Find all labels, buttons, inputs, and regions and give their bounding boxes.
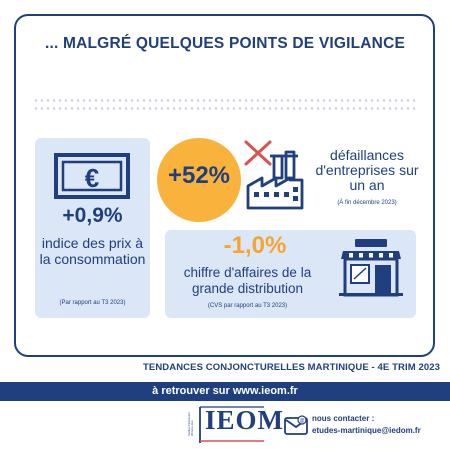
dotted-divider-top	[34, 99, 416, 102]
prix-note: (Par rapport au T3 2023)	[59, 300, 126, 306]
crossed-factory-icon	[244, 140, 304, 210]
chiffre-affaires-note: (CVS par rapport au T3 2023)	[207, 303, 288, 309]
band-prefix: à retrouver sur	[152, 385, 233, 397]
chiffre-affaires-label: chiffre d'affaires de la grande distribu…	[183, 265, 312, 296]
defaillances-label: défaillances d'entreprises sur un an	[315, 147, 419, 193]
defaillances-circle	[157, 138, 241, 222]
contact-label: nous contacter :	[312, 414, 375, 423]
prix-label: indice des prix à la consommation	[39, 235, 146, 267]
defaillances-note: (À fin décembre 2023)	[337, 200, 397, 206]
prix-value: +0,9%	[62, 204, 123, 227]
site-band: à retrouver sur www.ieom.fr	[0, 382, 450, 401]
page-title: ... MALGRÉ QUELQUES POINTS DE VIGILANCE	[44, 35, 406, 52]
ieom-logo-icon	[199, 406, 264, 443]
svg-text:€: €	[85, 163, 99, 193]
envelope-icon: @	[284, 415, 308, 435]
ieom-logo-text: IEOM	[205, 405, 285, 435]
defaillances-value: +52%	[167, 162, 231, 189]
store-front-icon	[339, 239, 403, 297]
euro-banknote-icon: €	[54, 153, 130, 199]
svg-text:@: @	[299, 418, 304, 424]
logo-subtitle: Institut d'émission d'Outre-mer	[187, 412, 195, 436]
ieom-website-link[interactable]: www.ieom.fr	[232, 385, 298, 397]
contact-email-link[interactable]: etudes-martinique@iedom.fr	[312, 426, 421, 435]
tendances-caption: TENDANCES CONJONCTURELLES MARTINIQUE - 4…	[143, 362, 440, 373]
dotted-divider-bottom	[34, 107, 416, 110]
chiffre-affaires-value: -1,0%	[223, 232, 287, 259]
